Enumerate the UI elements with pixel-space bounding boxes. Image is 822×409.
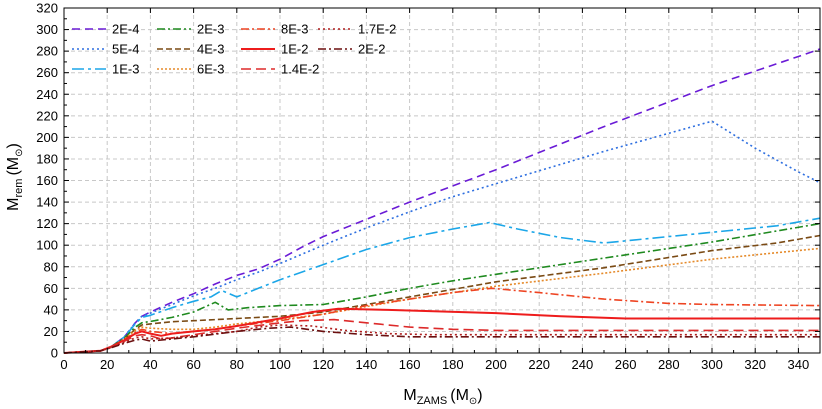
legend-label-1.4E-2: 1.4E-2 [281,62,319,77]
y-tick-label: 260 [36,65,58,80]
y-tick-label: 80 [44,259,58,274]
series-line-1.4E-2 [63,318,820,354]
y-tick-label: 180 [36,151,58,166]
x-tick-label: 40 [143,357,157,372]
y-tick-label: 100 [36,238,58,253]
legend-label-2E-3: 2E-3 [197,22,224,37]
x-tick-label: 300 [701,357,723,372]
grid [64,8,820,353]
y-tick-label: 140 [36,195,58,210]
y-tick-label: 300 [36,22,58,37]
x-tick-label: 220 [528,357,550,372]
series-line-2E-2 [63,326,820,354]
x-tick-label: 280 [658,357,680,372]
x-tick-label: 180 [442,357,464,372]
legend-label-2E-2: 2E-2 [358,42,385,57]
series-line-6E-3 [63,247,821,354]
x-tick-label: 340 [788,357,810,372]
y-tick-label: 160 [36,173,58,188]
series-line-2E-3 [63,222,821,354]
x-tick-label: 320 [744,357,766,372]
x-tick-label: 160 [399,357,421,372]
y-axis-title: Mrem(M⊙) [5,143,25,211]
tick-labels: 0 20 40 60 80 100 120 140 160 180 200 220 240 260 280 3… [36,1,809,373]
y-tick-label: 220 [36,108,58,123]
series-line-1E-3 [63,217,821,354]
y-tick-label: 280 [36,44,58,59]
legend-label-6E-3: 6E-3 [197,62,224,77]
x-tick-label: 240 [572,357,594,372]
series-line-1E-2 [63,307,820,354]
legend-label-4E-3: 4E-3 [197,42,224,57]
series-layer [63,48,821,354]
y-tick-label: 60 [44,281,58,296]
y-tick-label: 120 [36,216,58,231]
x-tick-label: 0 [60,357,67,372]
legend: 2E-4 5E-4 1E-3 2E-3 4E-3 6E-3 8E-3 1E-2 1.4E-2 1.… [72,22,396,77]
x-tick-label: 60 [186,357,200,372]
x-tick-label: 260 [615,357,637,372]
series-line-5E-4 [63,120,821,354]
y-tick-label: 200 [36,130,58,145]
legend-label-5E-4: 5E-4 [112,42,139,57]
x-axis-title: MZAMS (M⊙) [403,387,482,407]
x-tick-label: 100 [269,357,291,372]
legend-label-8E-3: 8E-3 [281,22,308,37]
y-tick-label: 20 [44,324,58,339]
legend-label-2E-4: 2E-4 [112,22,139,37]
y-tick-label: 40 [44,302,58,317]
y-tick-label: 320 [36,1,58,16]
y-tick-label: 0 [51,346,58,361]
x-tick-label: 20 [100,357,114,372]
legend-label-1.7E-2: 1.7E-2 [358,22,396,37]
x-tick-label: 80 [230,357,244,372]
x-tick-label: 140 [356,357,378,372]
x-tick-label: 200 [485,357,507,372]
x-tick-label: 120 [312,357,334,372]
series-line-1.7E-2 [63,324,820,354]
y-tick-label: 240 [36,87,58,102]
axis-ticks [63,7,820,354]
legend-label-1E-3: 1E-3 [112,62,139,77]
series-line-2E-4 [63,48,821,354]
legend-label-1E-2: 1E-2 [281,42,308,57]
